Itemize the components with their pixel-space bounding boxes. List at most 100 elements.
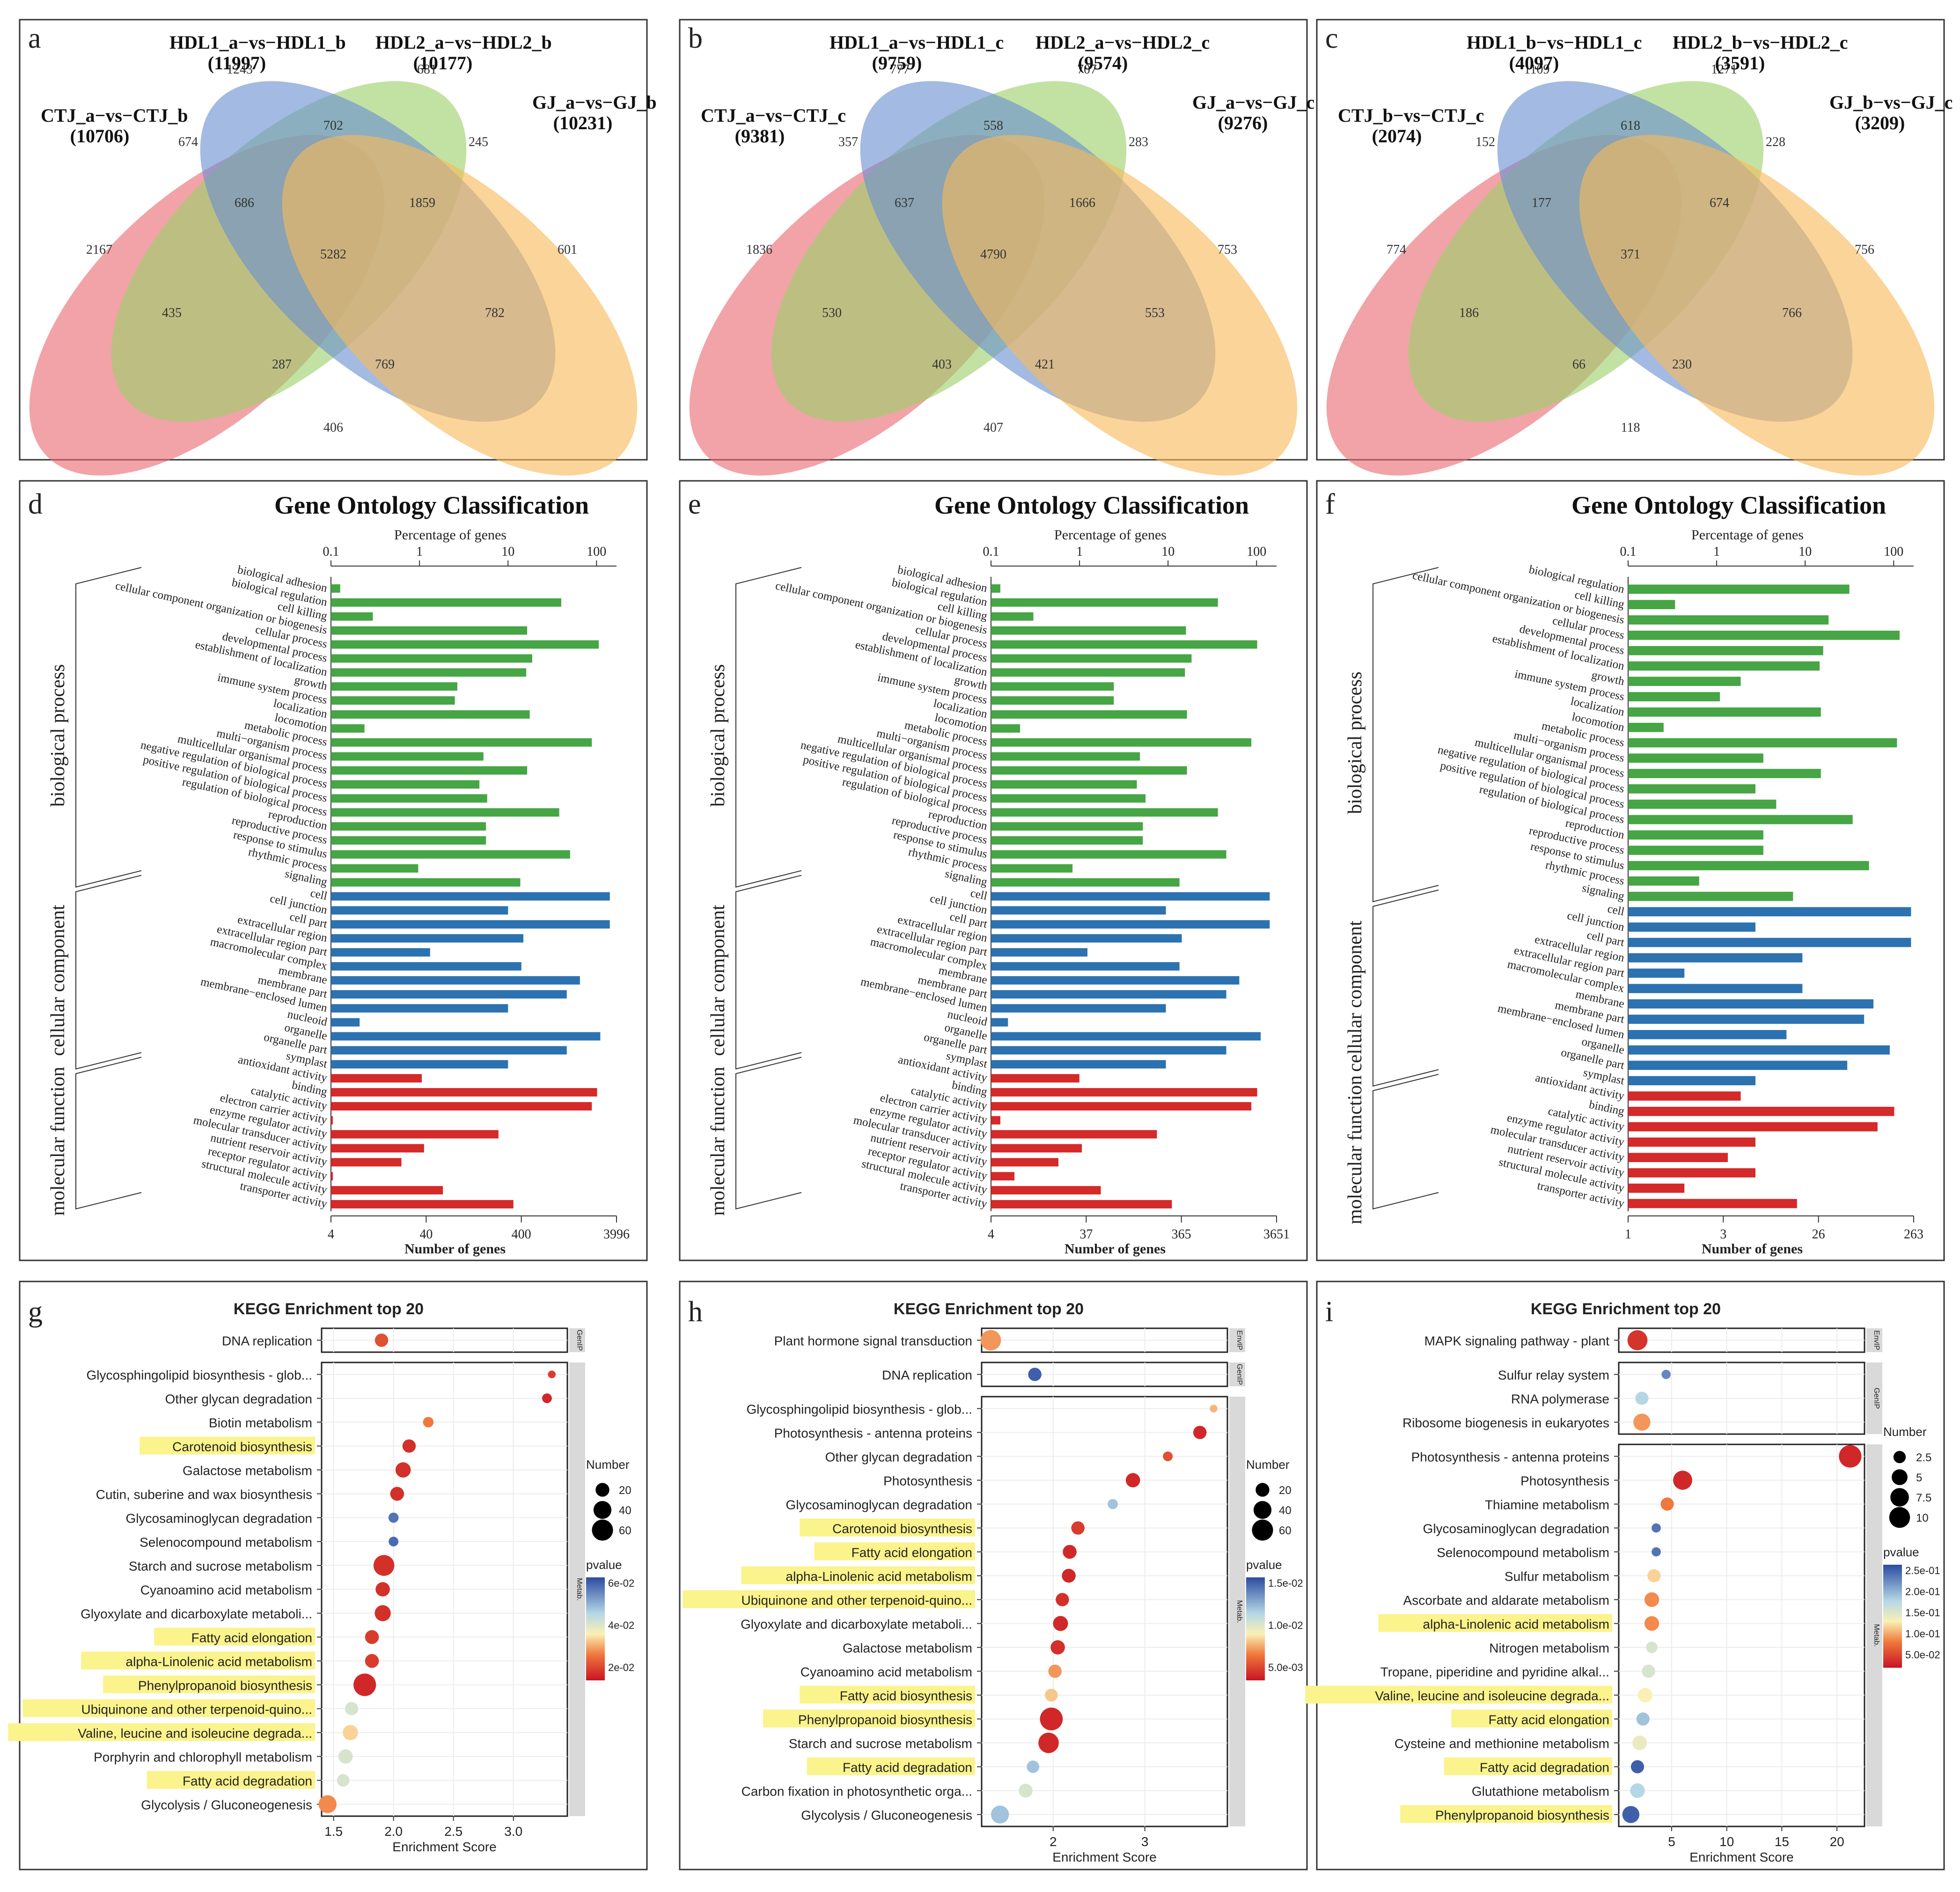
region-count: 553 bbox=[1145, 306, 1165, 320]
go-bar bbox=[331, 1158, 402, 1167]
color-legend-title: pvalue bbox=[1246, 1558, 1282, 1572]
go-bar bbox=[331, 836, 486, 845]
go-bar bbox=[331, 878, 521, 887]
go-bar bbox=[331, 934, 524, 943]
enrichment-bubble bbox=[1642, 1664, 1655, 1678]
highlight bbox=[763, 1709, 975, 1728]
region-count: 152 bbox=[1476, 135, 1495, 149]
go-bar bbox=[991, 626, 1186, 635]
go-bar bbox=[1628, 999, 1874, 1009]
enrichment-bubble bbox=[365, 1654, 379, 1668]
pathway-label: Biotin metabolism bbox=[209, 1416, 312, 1430]
pathway-label: Ascorbate and aldarate metabolism bbox=[1403, 1593, 1609, 1608]
region-count: 1836 bbox=[746, 243, 772, 257]
region-count: 601 bbox=[558, 243, 577, 257]
pathway-label: DNA replication bbox=[222, 1334, 312, 1348]
highlight bbox=[800, 1518, 975, 1537]
set-name: CTJ_b−vs−CTJ_c bbox=[1338, 105, 1484, 126]
go-bar bbox=[331, 1074, 422, 1083]
enrichment-bubble bbox=[1048, 1664, 1062, 1678]
region-count: 753 bbox=[1218, 243, 1237, 257]
go-bar bbox=[331, 1004, 508, 1013]
size-legend-value: 5 bbox=[1916, 1472, 1922, 1484]
facet-label: GenIP bbox=[1872, 1388, 1880, 1409]
region-count: 686 bbox=[235, 196, 254, 210]
pathway-label: Porphyrin and chlorophyll metabolism bbox=[94, 1750, 312, 1765]
facet-label: Metab. bbox=[1235, 1600, 1243, 1623]
go-bar bbox=[1628, 600, 1675, 610]
pathway-label: Fatty acid degradation bbox=[183, 1774, 312, 1789]
region-count: 245 bbox=[469, 135, 488, 149]
go-bar bbox=[331, 766, 528, 775]
region-count: 403 bbox=[932, 357, 952, 372]
go-bar bbox=[1628, 1015, 1865, 1024]
region-count: 782 bbox=[485, 306, 505, 320]
bottom-tick-label: 4 bbox=[988, 1227, 994, 1242]
highlight bbox=[139, 1436, 315, 1455]
go-bar bbox=[991, 1046, 1226, 1055]
enrichment-bubble bbox=[345, 1702, 359, 1715]
facet-strip bbox=[1866, 1444, 1882, 1826]
x-axis-label: Number of genes bbox=[404, 1241, 506, 1257]
highlight bbox=[683, 1590, 975, 1608]
highlight bbox=[814, 1542, 975, 1561]
size-legend-value: 7.5 bbox=[1916, 1492, 1931, 1504]
category-bracket bbox=[735, 567, 802, 888]
go-bar bbox=[1628, 799, 1776, 809]
go-bar bbox=[331, 1172, 333, 1181]
color-legend-tick: 1.0e-02 bbox=[1268, 1620, 1303, 1631]
go-bar bbox=[991, 808, 1218, 817]
set-total: (2074) bbox=[1372, 125, 1422, 147]
facet-strip bbox=[1229, 1397, 1245, 1826]
pathway-label: RNA polymerase bbox=[1511, 1392, 1609, 1406]
enrichment-bubble bbox=[1630, 1783, 1645, 1798]
pathway-label: Glutathione metabolism bbox=[1472, 1784, 1609, 1799]
go-bar bbox=[1628, 1122, 1878, 1132]
kegg-panel-i: i KEGG Enrichment top 20 EnvIP MAPK signali… bbox=[1305, 1281, 1945, 1870]
set-name: CTJ_a−vs−CTJ_c bbox=[701, 105, 846, 126]
go-bar bbox=[331, 1018, 360, 1027]
pathway-label: Fatty acid elongation bbox=[191, 1631, 312, 1645]
panel-border bbox=[19, 19, 648, 461]
go-bar bbox=[331, 696, 455, 705]
x-axis-label: Number of genes bbox=[1064, 1241, 1166, 1257]
region-count: 283 bbox=[1129, 135, 1148, 149]
enrichment-bubble bbox=[1652, 1523, 1661, 1533]
set-name: GJ_a−vs−GJ_c bbox=[1192, 92, 1314, 113]
pathway-label: Glyoxylate and dicarboxylate metaboli... bbox=[81, 1607, 312, 1621]
pathway-label: Glycosaminoglycan degradation bbox=[786, 1498, 972, 1512]
size-legend-dot bbox=[593, 1501, 612, 1519]
go-bar bbox=[331, 1102, 592, 1111]
go-bar bbox=[991, 752, 1140, 761]
enrichment-bubble bbox=[1126, 1473, 1140, 1487]
panel-border bbox=[1316, 19, 1945, 461]
bottom-tick-label: 400 bbox=[512, 1227, 531, 1242]
region-count: 1109 bbox=[1524, 62, 1550, 77]
region-count: 674 bbox=[178, 135, 198, 149]
go-bar bbox=[1628, 984, 1803, 994]
region-count: 407 bbox=[984, 420, 1003, 435]
color-legend-title: pvalue bbox=[1883, 1545, 1919, 1559]
go-bar bbox=[991, 612, 1034, 621]
go-bar bbox=[331, 990, 567, 999]
enrichment-bubble bbox=[1652, 1547, 1661, 1557]
bottom-tick-label: 263 bbox=[1904, 1227, 1923, 1242]
go-bar bbox=[1628, 677, 1741, 686]
enrichment-bubble bbox=[1646, 1642, 1658, 1653]
go-bar bbox=[991, 920, 1270, 929]
pathway-label: Other glycan degradation bbox=[825, 1450, 972, 1465]
go-bar bbox=[331, 794, 487, 803]
panel-letter: g bbox=[28, 1296, 43, 1328]
go-bar bbox=[991, 1060, 1166, 1069]
enrichment-bubble bbox=[548, 1370, 556, 1378]
go-bar bbox=[1628, 953, 1803, 963]
category-bracket bbox=[1373, 1074, 1439, 1210]
color-legend-tick: 5.0e-03 bbox=[1268, 1662, 1303, 1673]
color-legend-tick: 6e-02 bbox=[608, 1577, 634, 1589]
go-bar bbox=[991, 738, 1252, 747]
size-legend-value: 40 bbox=[619, 1504, 631, 1517]
pathway-label: Cutin, suberine and wax biosynthesis bbox=[96, 1487, 312, 1502]
set-total: (3591) bbox=[1715, 52, 1765, 74]
go-bar bbox=[1628, 1137, 1756, 1147]
bottom-tick-label: 37 bbox=[1079, 1227, 1093, 1242]
